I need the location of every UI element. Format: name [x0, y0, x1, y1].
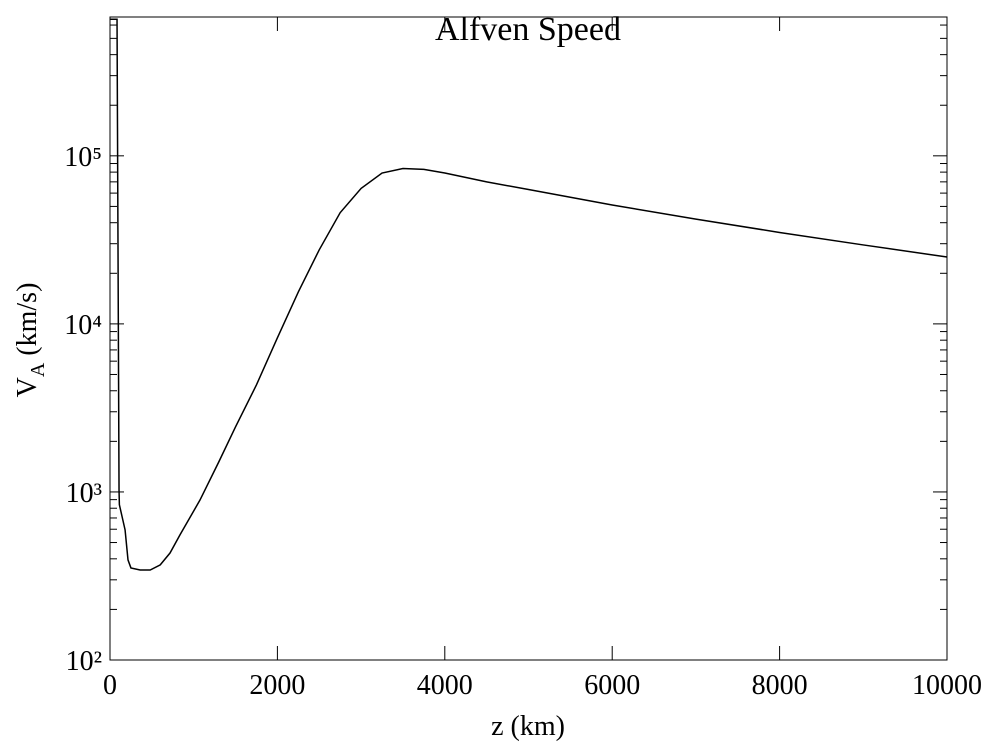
x-tick-label: 6000 — [584, 670, 640, 701]
y-tick-label: 10³ — [66, 478, 102, 509]
y-label-rest: (km/s) — [12, 283, 43, 363]
x-tick-label: 0 — [103, 670, 117, 701]
y-tick-label: 10⁵ — [64, 142, 102, 173]
x-axis-label: z (km) — [491, 711, 565, 742]
x-tick-label: 10000 — [912, 670, 982, 701]
y-tick-label: 10⁴ — [64, 310, 102, 341]
x-tick-label: 8000 — [752, 670, 808, 701]
y-label-sub: A — [27, 362, 49, 377]
y-tick-label: 10² — [66, 646, 102, 677]
y-label-main: V — [12, 377, 43, 397]
x-tick-label: 2000 — [249, 670, 305, 701]
y-axis-label: VA (km/s) — [12, 283, 49, 398]
x-tick-label: 4000 — [417, 670, 473, 701]
plot-frame — [109, 16, 948, 661]
data-line — [110, 18, 948, 571]
